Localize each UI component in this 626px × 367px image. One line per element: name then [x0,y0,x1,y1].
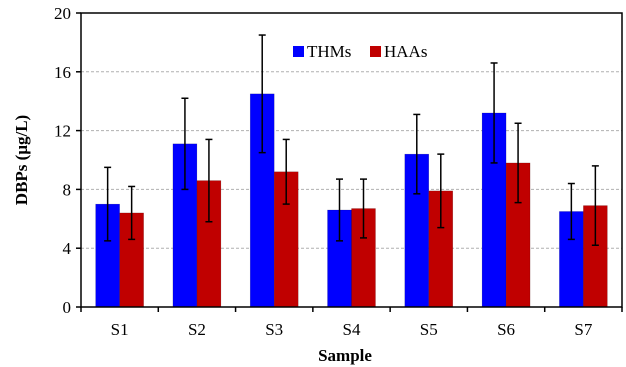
x-tick-labels: S1 S2 S3 S4 S5 S6 S7 [111,320,593,339]
y-tick-label: 20 [54,4,71,23]
x-tick-label: S3 [265,320,283,339]
x-tick-label: S5 [420,320,438,339]
y-tick-label: 16 [54,63,71,82]
x-tick-label: S4 [343,320,361,339]
x-tick-label: S6 [497,320,515,339]
x-tick-label: S7 [574,320,592,339]
error-bars [104,34,599,247]
y-tick-label: 8 [63,180,72,199]
axes [76,12,623,312]
y-tick-label: 4 [63,239,72,258]
y-tick-labels: 0 4 8 12 16 20 [54,4,72,317]
legend: THMs HAAs [293,42,427,61]
bars [95,93,608,308]
x-axis-title: Sample [318,346,372,365]
legend-swatch-thms [293,46,304,57]
legend-swatch-haas [370,46,381,57]
x-tick-label: S1 [111,320,129,339]
y-axis-title: DBPs (μg/L) [12,115,31,205]
legend-label-thms: THMs [307,42,351,61]
y-tick-label: 0 [63,298,72,317]
x-tick-label: S2 [188,320,206,339]
y-tick-label: 12 [54,122,71,141]
plot-frame [80,12,623,308]
legend-label-haas: HAAs [384,42,427,61]
